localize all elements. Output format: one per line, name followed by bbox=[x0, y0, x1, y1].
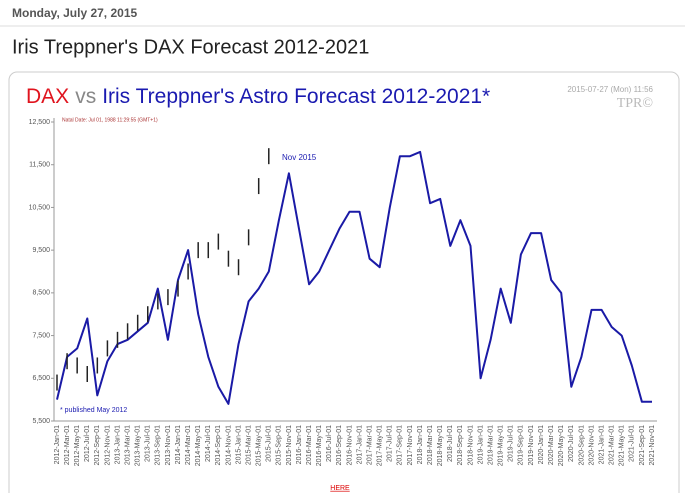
x-tick-label: 2021-Sep-01 bbox=[639, 425, 646, 466]
x-tick-label: 2012-Jul-01 bbox=[84, 425, 91, 462]
x-tick-label: 2019-Nov-01 bbox=[528, 425, 535, 466]
natal-note: Natal Date: Jul 01, 1988 11:29:55 (GMT+1… bbox=[62, 117, 158, 123]
y-tick-label: 10,500 bbox=[29, 204, 51, 211]
timestamp: 2015-07-27 (Mon) 11:56 bbox=[567, 85, 653, 94]
title-forecast: Iris Treppner's Astro Forecast 2012-2021… bbox=[102, 85, 490, 108]
x-tick-label: 2012-Nov-01 bbox=[104, 425, 111, 466]
annotation: * published May 2012 bbox=[60, 407, 127, 414]
x-tick-label: 2017-May-01 bbox=[377, 425, 384, 466]
x-tick-label: 2020-May-01 bbox=[558, 425, 565, 466]
x-tick-label: 2016-Nov-01 bbox=[346, 425, 353, 466]
y-tick-label: 9,500 bbox=[32, 247, 50, 254]
y-tick-label: 12,500 bbox=[29, 119, 51, 126]
x-tick-label: 2021-Jan-01 bbox=[598, 425, 605, 464]
x-tick-label: 2015-Sep-01 bbox=[276, 425, 283, 466]
y-tick-label: 11,500 bbox=[29, 162, 50, 169]
x-tick-label: 2020-Nov-01 bbox=[588, 425, 595, 466]
x-tick-label: 2015-May-01 bbox=[256, 425, 263, 466]
x-tick-label: 2013-Sep-01 bbox=[155, 425, 162, 466]
x-tick-label: 2012-Sep-01 bbox=[94, 425, 101, 466]
x-tick-label: 2013-Jul-01 bbox=[145, 425, 152, 462]
x-tick-label: 2018-Sep-01 bbox=[457, 425, 464, 466]
x-tick-label: 2021-Nov-01 bbox=[649, 425, 656, 466]
x-tick-label: 2021-Mar-01 bbox=[609, 425, 616, 465]
y-tick-label: 8,500 bbox=[32, 290, 50, 297]
x-tick-label: 2020-Sep-01 bbox=[578, 425, 585, 466]
x-tick-label: 2015-Nov-01 bbox=[286, 425, 293, 466]
x-tick-label: 2014-Jan-01 bbox=[175, 425, 182, 464]
forecast-line bbox=[56, 150, 652, 405]
x-tick-label: 2017-Sep-01 bbox=[397, 425, 404, 466]
annotation: Nov 2015 bbox=[282, 153, 317, 162]
brand: TPR© bbox=[617, 96, 654, 111]
x-tick-label: 2013-Nov-01 bbox=[165, 425, 172, 466]
x-tick-label: 2017-Nov-01 bbox=[407, 425, 414, 466]
x-tick-label: 2013-Jan-01 bbox=[114, 425, 121, 464]
x-tick-label: 2021-Jul-01 bbox=[629, 425, 636, 462]
x-tick-label: 2016-May-01 bbox=[316, 425, 323, 466]
x-tick-label: 2016-Jan-01 bbox=[296, 425, 303, 464]
x-tick-label: 2012-May-01 bbox=[74, 425, 81, 466]
y-tick-label: 5,500 bbox=[32, 418, 50, 425]
x-tick-label: 2020-Jan-01 bbox=[538, 425, 545, 464]
x-tick-label: 2015-Jan-01 bbox=[235, 425, 242, 464]
y-tick-label: 7,500 bbox=[32, 332, 50, 339]
x-tick-label: 2018-Jul-01 bbox=[447, 425, 454, 462]
x-tick-label: 2012-Jan-01 bbox=[54, 425, 61, 464]
title-vs: vs bbox=[75, 85, 96, 108]
x-tick-label: 2019-Jan-01 bbox=[477, 425, 484, 464]
x-tick-label: 2021-May-01 bbox=[619, 425, 626, 466]
x-tick-label: 2017-Jul-01 bbox=[387, 425, 394, 462]
chart-frame bbox=[8, 71, 680, 493]
post-date: Monday, July 27, 2015 bbox=[12, 6, 137, 20]
x-tick-label: 2017-Jan-01 bbox=[356, 425, 363, 464]
x-tick-label: 2020-Jul-01 bbox=[568, 425, 575, 462]
x-tick-label: 2014-Nov-01 bbox=[225, 425, 232, 466]
x-tick-label: 2016-Sep-01 bbox=[336, 425, 343, 466]
x-tick-label: 2015-Mar-01 bbox=[245, 425, 252, 465]
x-tick-label: 2013-May-01 bbox=[135, 425, 142, 466]
x-tick-label: 2020-Mar-01 bbox=[548, 425, 555, 465]
y-tick-label: 6,500 bbox=[32, 375, 50, 382]
x-tick-label: 2018-May-01 bbox=[437, 425, 444, 466]
x-tick-label: 2019-Mar-01 bbox=[487, 425, 494, 465]
x-tick-label: 2012-Mar-01 bbox=[64, 425, 71, 465]
post-title: Iris Treppner's DAX Forecast 2012-2021 bbox=[12, 36, 369, 58]
x-tick-label: 2016-Jul-01 bbox=[326, 425, 333, 462]
x-tick-label: 2018-Jan-01 bbox=[417, 425, 424, 464]
x-tick-label: 2019-Sep-01 bbox=[518, 425, 525, 466]
x-tick-label: 2015-Jul-01 bbox=[266, 425, 273, 462]
x-tick-label: 2014-Jul-01 bbox=[205, 425, 212, 462]
x-tick-label: 2019-May-01 bbox=[498, 425, 505, 466]
x-tick-label: 2014-May-01 bbox=[195, 425, 202, 466]
x-tick-label: 2016-Mar-01 bbox=[306, 425, 313, 465]
x-tick-label: 2014-Sep-01 bbox=[215, 425, 222, 466]
x-tick-label: 2018-Mar-01 bbox=[427, 425, 434, 465]
x-tick-label: 2018-Nov-01 bbox=[467, 425, 474, 466]
here-link[interactable]: HERE bbox=[330, 485, 350, 492]
x-tick-label: 2019-Jul-01 bbox=[508, 425, 515, 462]
x-tick-label: 2013-Mar-01 bbox=[124, 425, 131, 465]
x-tick-label: 2014-Mar-01 bbox=[185, 425, 192, 465]
chart-title: DAX vs Iris Treppner's Astro Forecast 2012… bbox=[26, 85, 490, 108]
title-dax: DAX bbox=[26, 85, 69, 108]
x-tick-label: 2017-Mar-01 bbox=[366, 425, 373, 465]
